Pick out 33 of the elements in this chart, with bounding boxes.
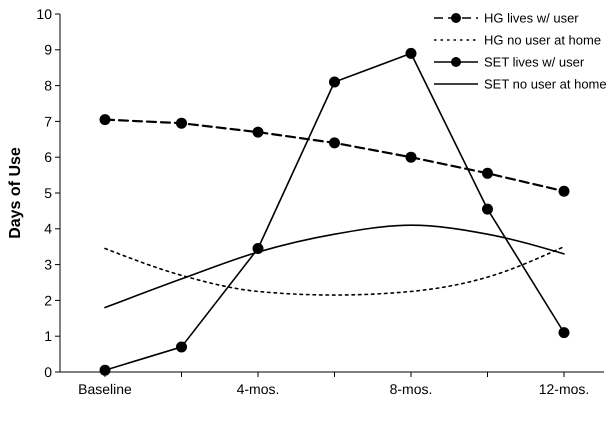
y-tick-label: 3 xyxy=(44,256,52,272)
x-tick-label: Baseline xyxy=(78,381,132,397)
point xyxy=(406,152,416,163)
legend-label: HG lives w/ user xyxy=(484,10,580,26)
y-tick-label: 6 xyxy=(44,149,52,166)
point xyxy=(176,118,187,129)
x-tick-label: 4-mos. xyxy=(236,381,280,397)
point xyxy=(482,204,493,215)
point xyxy=(100,364,110,376)
point xyxy=(406,48,416,59)
y-tick-label: 5 xyxy=(44,184,52,201)
y-tick-label: 0 xyxy=(44,364,52,380)
y-tick-label: 1 xyxy=(44,328,52,344)
point xyxy=(329,137,340,148)
y-tick-label: 9 xyxy=(44,42,52,58)
x-tick-label: 8-mos. xyxy=(390,381,432,397)
y-tick-label: 8 xyxy=(44,78,52,94)
point xyxy=(252,126,264,138)
legend-label: HG no user at home xyxy=(484,32,602,48)
point xyxy=(176,341,187,352)
legend-label: SET no user at home xyxy=(484,76,607,92)
x-tick-label: 12-mos. xyxy=(538,381,590,397)
y-axis-title: Days of Use xyxy=(7,147,24,239)
point xyxy=(329,76,340,88)
y-tick-label: 4 xyxy=(44,220,52,237)
point xyxy=(482,168,493,179)
y-tick-label: 2 xyxy=(44,292,52,308)
point xyxy=(558,327,570,338)
point xyxy=(100,114,110,126)
y-tick-label: 10 xyxy=(36,6,52,22)
point xyxy=(558,186,570,197)
y-tick-label: 7 xyxy=(44,113,52,130)
legend-label: SET lives w/ user xyxy=(484,54,585,70)
